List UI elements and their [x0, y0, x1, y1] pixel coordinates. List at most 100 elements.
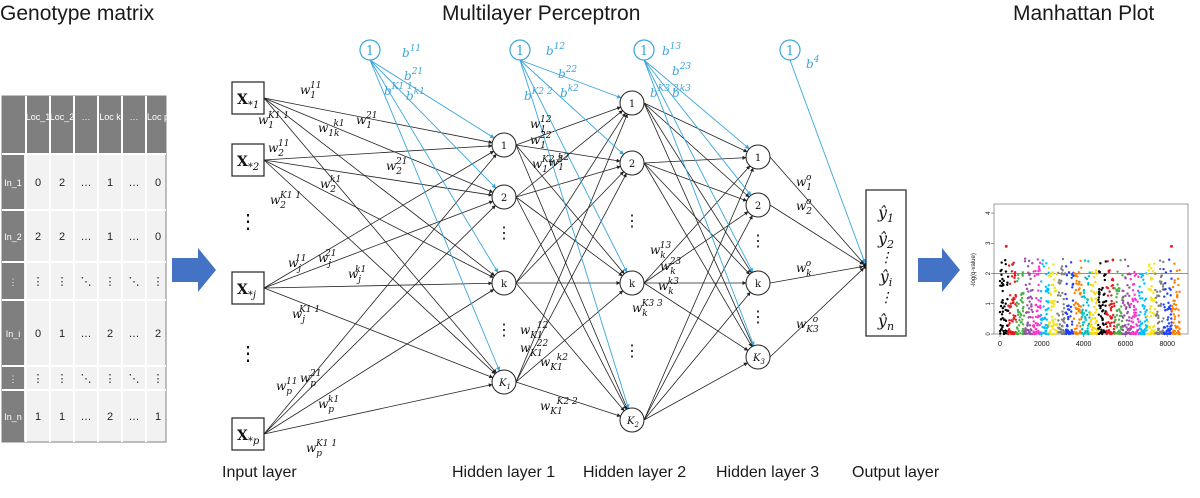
bias-label-base: b: [558, 67, 566, 81]
manhattan-point: [1088, 316, 1091, 319]
manhattan-point: [1164, 271, 1168, 274]
manhattan-point: [1076, 275, 1079, 278]
hidden3-node-label: K3: [752, 353, 765, 366]
weight-label: w121: [356, 111, 377, 131]
manhattan-point: [1056, 312, 1059, 315]
manhattan-point: [1087, 260, 1090, 263]
manhattan-point: [1004, 244, 1008, 248]
label-superscript: K1 1: [298, 305, 320, 315]
manhattan-point: [1098, 300, 1101, 304]
manhattan-point: [1082, 332, 1085, 336]
manhattan-point: [1032, 325, 1036, 329]
manhattan-point: [1036, 258, 1039, 261]
bias-label-base: b: [560, 86, 568, 100]
bias-label-base: b: [524, 89, 532, 103]
weight-label: w112: [530, 115, 552, 135]
manhattan-point: [1045, 299, 1048, 303]
manhattan-point: [1134, 308, 1138, 311]
manhattan-point: [1090, 289, 1093, 293]
manhattan-point: [1001, 301, 1004, 304]
manhattan-point: [1067, 315, 1070, 319]
network-edge: [515, 112, 626, 284]
label-superscript: 21: [365, 111, 377, 121]
manhattan-point: [1105, 312, 1108, 316]
output-label-subscript: 2: [886, 238, 894, 251]
bias-label: b4: [806, 55, 820, 71]
bias-label-superscript: k2: [568, 84, 579, 94]
manhattan-point: [1071, 282, 1075, 286]
manhattan-point: [1047, 284, 1050, 287]
manhattan-point: [1105, 332, 1109, 335]
manhattan-point: [1131, 288, 1135, 292]
manhattan-point: [1051, 327, 1055, 331]
manhattan-point: [1001, 289, 1004, 293]
manhattan-point: [1152, 300, 1156, 303]
manhattan-point: [1014, 303, 1017, 306]
manhattan-point: [1079, 259, 1082, 263]
manhattan-point: [1038, 269, 1041, 272]
network-edge: [263, 281, 493, 289]
manhattan-point: [1130, 320, 1133, 323]
manhattan-point: [1075, 279, 1078, 283]
label-subscript: p: [328, 405, 334, 415]
weight-label: wko: [796, 259, 812, 279]
y-tick-label: 0: [986, 332, 992, 336]
manhattan-point: [1002, 329, 1005, 333]
manhattan-point: [1014, 318, 1017, 321]
manhattan-point: [1036, 305, 1040, 309]
manhattan-point: [1000, 273, 1003, 276]
weight-label: wK1k2: [540, 353, 568, 373]
manhattan-point: [1042, 305, 1045, 308]
matrix-cell: …: [81, 411, 92, 423]
manhattan-point: [1173, 315, 1177, 318]
matrix-col-header: Loc_2: [50, 112, 75, 122]
label-base: w: [532, 157, 543, 171]
manhattan-point: [1063, 321, 1066, 324]
label-subscript: j: [326, 259, 331, 269]
weight-label: wK1K2 2: [540, 397, 578, 417]
manhattan-point: [1124, 277, 1127, 280]
manhattan-point: [1030, 297, 1034, 300]
weight-label: wpK1 1: [306, 439, 337, 459]
label-superscript: 21: [324, 249, 336, 259]
manhattan-point: [1016, 313, 1020, 316]
manhattan-plot: 0 1 2 3 4 0 2000 4000 6000 8000 -log(q-value): [971, 203, 1189, 348]
label-superscript: o: [806, 197, 812, 207]
manhattan-point: [1077, 304, 1081, 307]
manhattan-point: [1006, 297, 1009, 301]
manhattan-point: [1116, 270, 1119, 273]
manhattan-point: [1113, 319, 1117, 322]
bias-edge: [643, 59, 754, 273]
manhattan-point: [1121, 332, 1125, 336]
manhattan-point: [1115, 289, 1118, 293]
manhattan-point: [1025, 287, 1029, 291]
matrix-cell: …: [129, 177, 140, 189]
ellipsis: ⋮: [238, 341, 258, 365]
weight-label: wK3o: [796, 315, 819, 335]
manhattan-point: [1133, 270, 1136, 274]
manhattan-point: [1118, 314, 1122, 318]
label-base: w: [356, 113, 367, 127]
manhattan-point: [1027, 307, 1031, 310]
manhattan-point: [1042, 331, 1046, 335]
manhattan-point: [999, 332, 1002, 335]
manhattan-point: [1011, 263, 1014, 266]
manhattan-point: [1029, 328, 1032, 331]
manhattan-point: [1048, 320, 1051, 324]
manhattan-point: [1119, 311, 1122, 314]
manhattan-point: [1119, 259, 1122, 262]
manhattan-point: [1012, 332, 1015, 336]
manhattan-point: [999, 324, 1002, 327]
manhattan-point: [1143, 313, 1146, 316]
manhattan-point: [1088, 313, 1092, 317]
manhattan-point: [1105, 329, 1108, 332]
manhattan-point: [1109, 315, 1112, 318]
manhattan-point: [1008, 311, 1012, 315]
label-superscript: 11: [295, 254, 306, 264]
label-base: w: [348, 267, 359, 281]
manhattan-point: [1001, 310, 1005, 313]
matrix-cell: ⋱: [81, 276, 92, 288]
matrix-col-header: Loc k: [99, 112, 121, 122]
manhattan-point: [1167, 316, 1170, 319]
manhattan-point: [1013, 274, 1017, 277]
